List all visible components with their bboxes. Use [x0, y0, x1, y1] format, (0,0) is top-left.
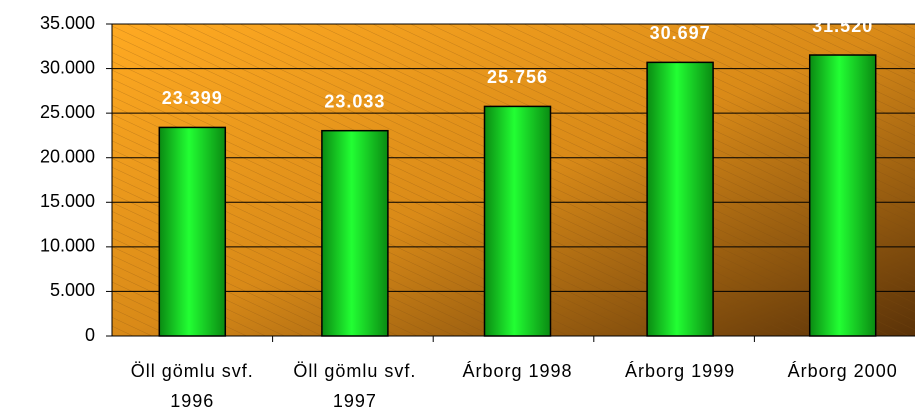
y-tick-label: 0: [85, 325, 95, 345]
value-label: 25.756: [487, 67, 548, 87]
bar: [158, 126, 227, 337]
value-label: 31.520: [812, 16, 873, 36]
bar: [321, 129, 389, 337]
x-tick-label: Öll gömlu svf. 1996: [130, 361, 254, 411]
x-tick-label: Árborg 1998: [462, 361, 573, 381]
y-tick-label: 30.000: [40, 57, 95, 77]
y-tick-label: 35.000: [40, 13, 95, 33]
y-tick-label: 5.000: [50, 280, 95, 300]
x-tick-label: Árborg 2000: [787, 361, 898, 381]
y-tick-label: 25.000: [40, 102, 95, 122]
y-tick-label: 10.000: [40, 236, 95, 256]
bar: [808, 54, 877, 337]
bar: [483, 105, 552, 337]
value-label: 23.399: [162, 88, 223, 108]
bar: [646, 61, 714, 337]
value-label: 23.033: [324, 91, 385, 111]
y-tick-label: 15.000: [40, 191, 95, 211]
y-tick-label: 20.000: [40, 146, 95, 166]
value-label: 30.697: [650, 23, 711, 43]
x-tick-label: Árborg 1999: [625, 361, 736, 381]
x-tick-label: Öll gömlu svf. 1997: [293, 361, 417, 411]
